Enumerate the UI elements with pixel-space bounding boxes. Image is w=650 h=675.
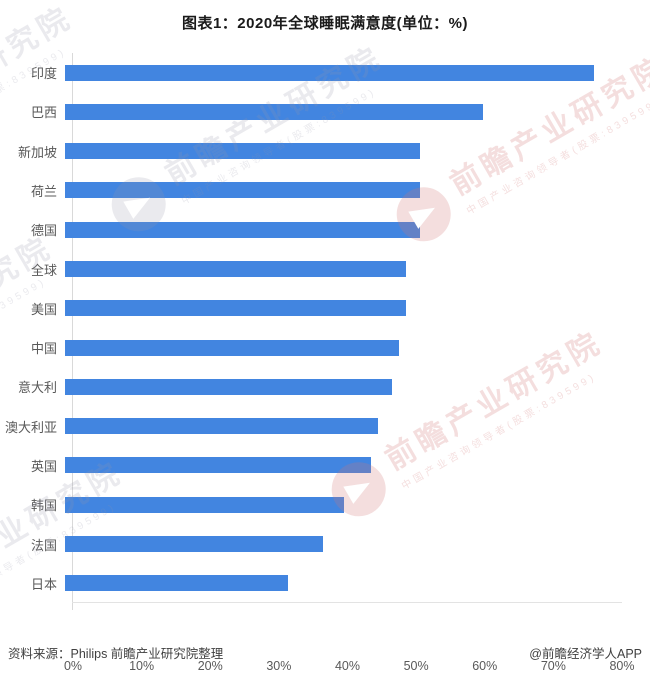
bar-track [65, 367, 622, 406]
x-axis-tick-labels: 0% 10% 20% 30% 40% 50% 60% 70% 80% [0, 659, 650, 675]
bar-row: 法国 [0, 524, 622, 563]
bar-track [65, 53, 622, 92]
bar-track [65, 249, 622, 288]
bar-row: 澳大利亚 [0, 407, 622, 446]
bar [65, 103, 483, 120]
y-axis-line [72, 53, 73, 610]
bar-row: 日本 [0, 564, 622, 603]
category-label: 新加坡 [17, 144, 57, 160]
bar [65, 339, 400, 356]
category-label: 美国 [30, 301, 57, 317]
category-label: 英国 [30, 458, 57, 474]
x-tick-label: 60% [472, 659, 498, 673]
x-tick-label: 0% [63, 659, 83, 673]
bar-row: 德国 [0, 210, 622, 249]
bar [65, 418, 379, 435]
bar [65, 536, 323, 553]
bar [65, 378, 393, 395]
source-text: 资料来源：Philips 前瞻产业研究院整理 [8, 647, 224, 661]
footer: 资料来源：Philips 前瞻产业研究院整理 @前瞻经济学人APP [0, 643, 650, 662]
bar-track [65, 564, 622, 603]
category-label: 印度 [30, 66, 57, 82]
bar [65, 457, 372, 474]
bar [65, 64, 595, 81]
bar-row: 韩国 [0, 485, 622, 524]
bar-track [65, 407, 622, 446]
bar-row: 新加坡 [0, 132, 622, 171]
plot-area: 印度巴西新加坡荷兰德国全球美国中国意大利澳大利亚英国韩国法国日本 0% 10% 20… [0, 53, 650, 673]
bar-row: 美国 [0, 289, 622, 328]
x-tick-label: 10% [129, 659, 155, 673]
bar-row: 巴西 [0, 92, 622, 131]
bar [65, 496, 344, 513]
bar [65, 575, 288, 592]
category-label: 巴西 [30, 105, 57, 121]
category-label: 荷兰 [30, 183, 57, 199]
category-label: 德国 [30, 223, 57, 239]
bar [65, 261, 407, 278]
bar [65, 221, 421, 238]
category-label: 意大利 [17, 380, 57, 396]
category-label: 中国 [30, 341, 57, 357]
bar-row: 中国 [0, 328, 622, 367]
chart-title: 图表1：2020年全球睡眠满意度(单位：%) [181, 15, 469, 32]
bar-track [65, 210, 622, 249]
bar-row: 印度 [0, 53, 622, 92]
x-tick-label: 70% [540, 659, 566, 673]
bar-track [65, 328, 622, 367]
bar [65, 182, 421, 199]
bar-track [65, 524, 622, 563]
bar [65, 143, 421, 160]
category-label: 日本 [30, 576, 57, 592]
bar-track [65, 92, 622, 131]
bar-track [65, 289, 622, 328]
bar-rows: 印度巴西新加坡荷兰德国全球美国中国意大利澳大利亚英国韩国法国日本 [0, 53, 622, 603]
x-tick-label: 30% [266, 659, 292, 673]
bar-row: 英国 [0, 446, 622, 485]
category-label: 全球 [30, 262, 57, 278]
bar [65, 300, 407, 317]
x-tick-label: 80% [609, 659, 635, 673]
x-axis-baseline [72, 602, 622, 603]
bar-track [65, 446, 622, 485]
bar-row: 全球 [0, 249, 622, 288]
bar-row: 荷兰 [0, 171, 622, 210]
category-label: 法国 [30, 537, 57, 553]
category-label: 韩国 [30, 498, 57, 514]
bar-row: 意大利 [0, 367, 622, 406]
bar-track [65, 485, 622, 524]
x-tick-label: 20% [197, 659, 223, 673]
category-label: 澳大利亚 [4, 419, 57, 435]
x-tick-label: 50% [403, 659, 429, 673]
bar-track [65, 132, 622, 171]
x-tick-label: 40% [334, 659, 361, 673]
credit-text: @前瞻经济学人APP [529, 647, 642, 661]
bar-track [65, 171, 622, 210]
